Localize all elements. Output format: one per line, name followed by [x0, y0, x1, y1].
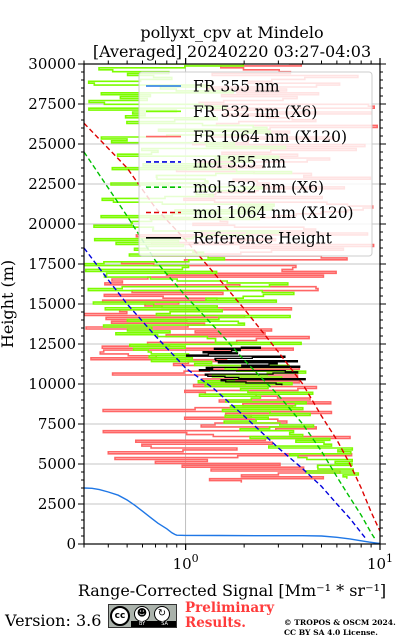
series-line	[84, 487, 380, 544]
series-path	[185, 346, 306, 386]
share-alike-icon: ↻	[154, 606, 170, 622]
y-tick-label: 15000	[28, 295, 76, 313]
badge-strip: BY SA	[131, 621, 176, 627]
y-tick-label: 22500	[28, 175, 76, 193]
y-tick-label: 7500	[38, 415, 76, 433]
y-tick-label: 0	[66, 535, 76, 553]
series-line	[84, 247, 367, 540]
copyright-line-1: © TROPOS & OSCM 2024.	[284, 618, 396, 627]
cc-icon: cc	[110, 606, 130, 626]
legend-label: FR 532 nm (X6)	[193, 103, 317, 121]
series-line	[84, 151, 377, 541]
series-fr-355-nm	[84, 487, 380, 544]
series-line	[84, 122, 380, 532]
copyright-line-2: CC BY SA 4.0 License.	[284, 628, 378, 637]
preliminary-line-2: Results.	[185, 615, 246, 631]
series-mol-1064-nm-x120	[84, 122, 380, 532]
chart-title-line-2: [Averaged] 20240220 03:27-04:03	[93, 42, 371, 61]
series-mol-355-nm	[84, 247, 367, 540]
y-tick-label: 25000	[28, 135, 76, 153]
x-tick-label: 101	[367, 552, 393, 573]
series-mol-532-nm-x6	[84, 151, 377, 541]
y-tick-label: 27500	[28, 95, 76, 113]
legend-label: Reference Height	[193, 229, 333, 247]
y-axis-label: Height (m)	[0, 260, 17, 348]
legend-label: mol 355 nm	[193, 153, 286, 171]
series-reference-height	[185, 346, 306, 386]
preliminary-notice: Preliminary Results.	[185, 601, 274, 631]
copyright-notice: © TROPOS & OSCM 2024. CC BY SA 4.0 Licen…	[284, 618, 396, 638]
badge-sa-text: SA	[161, 621, 168, 627]
y-tick-label: 5000	[38, 455, 76, 473]
y-tick-label: 20000	[28, 215, 76, 233]
version-label: Version: 3.6	[5, 611, 102, 630]
y-tick-label: 12500	[28, 335, 76, 353]
legend: FR 355 nm FR 532 nm (X6) FR 1064 nm (X120)…	[138, 71, 373, 257]
by-attribution-icon: ☻	[134, 606, 150, 622]
badge-by-text: BY	[139, 621, 146, 627]
chart-title-line-1: pollyxt_cpv at Mindelo	[140, 23, 323, 42]
legend-label: mol 1064 nm (X120)	[193, 204, 354, 222]
legend-box	[138, 71, 373, 257]
y-tick-label: 17500	[28, 255, 76, 273]
y-tick-label: 10000	[28, 375, 76, 393]
y-tick-label: 30000	[28, 55, 76, 73]
cc-license-badge[interactable]: cc ☻ ↻ BY SA	[108, 604, 177, 628]
x-axis: 100 101	[83, 58, 393, 573]
x-tick-label: 100	[173, 552, 199, 573]
x-axis-label: Range-Corrected Signal [Mm⁻¹ * sr⁻¹]	[78, 581, 386, 600]
y-axis: 0 2500 5000 7500 10000 12500 15000 17500 20000 22…	[28, 55, 386, 553]
y-tick-label: 2500	[38, 495, 76, 513]
legend-label: FR 1064 nm (X120)	[193, 128, 347, 146]
preliminary-line-1: Preliminary	[185, 600, 275, 616]
legend-label: FR 355 nm	[193, 78, 280, 96]
legend-label: mol 532 nm (X6)	[193, 179, 324, 197]
